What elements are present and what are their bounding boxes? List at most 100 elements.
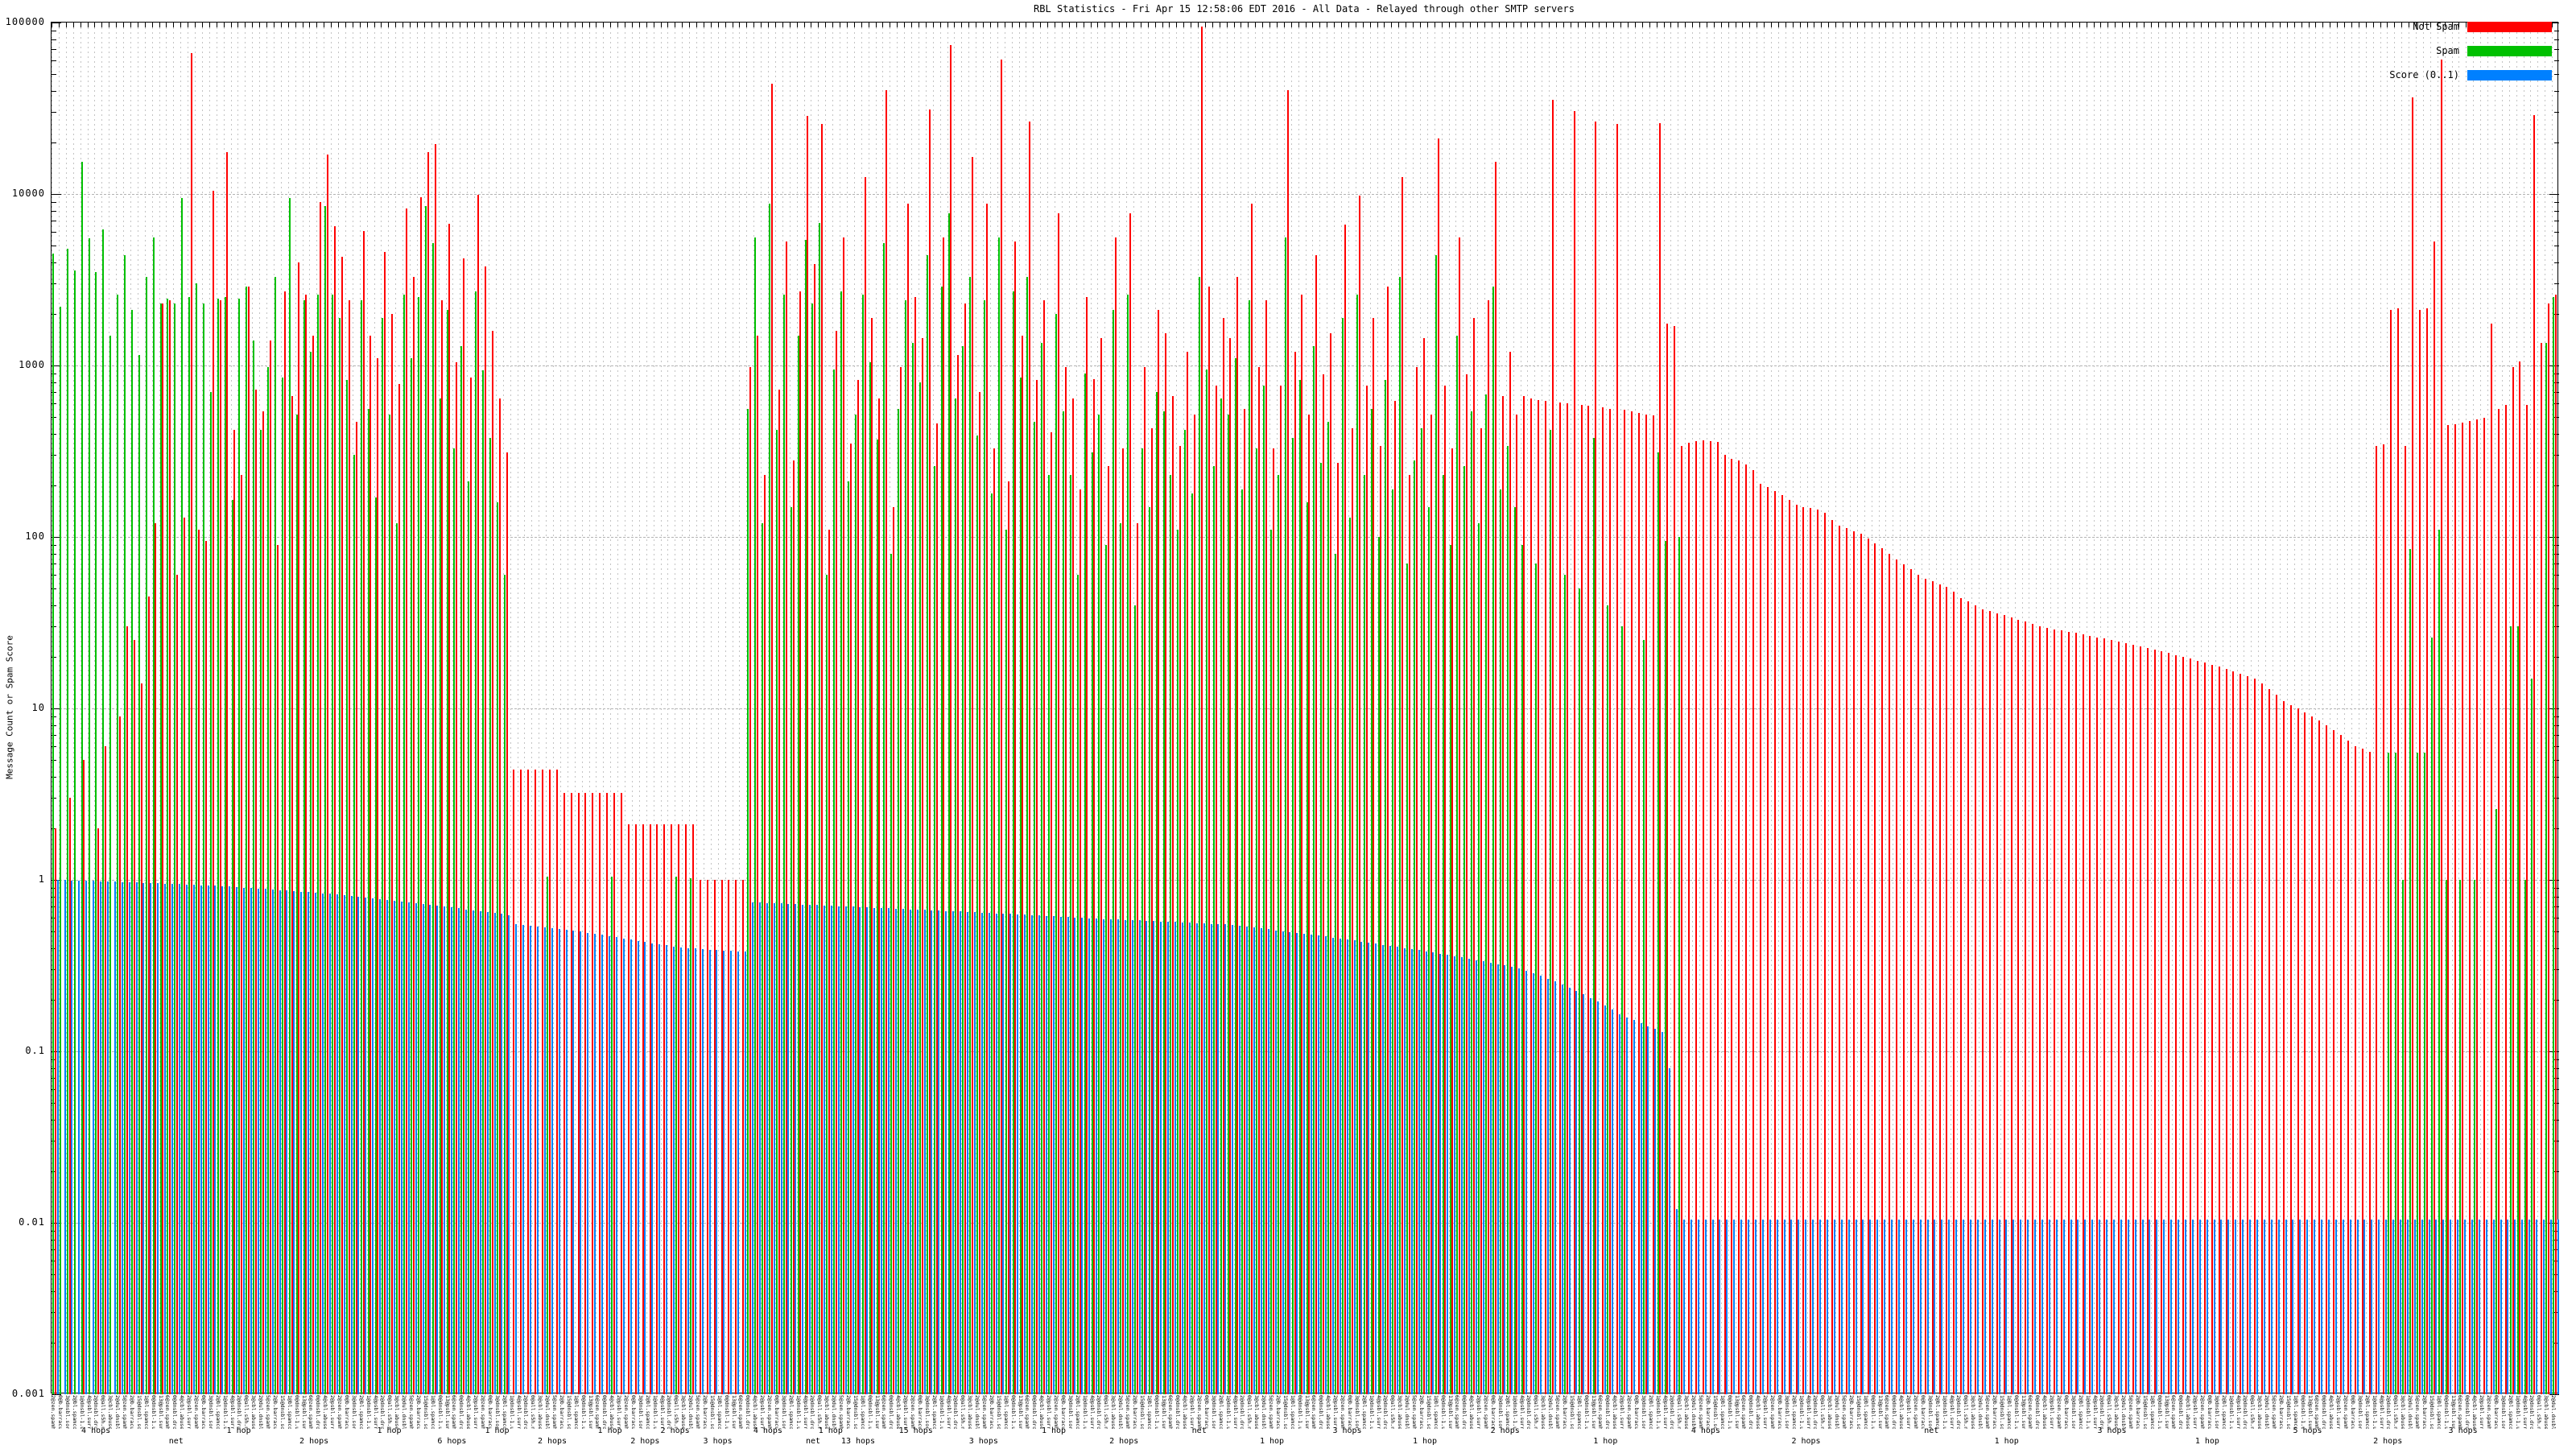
x-gridline — [825, 23, 827, 1393]
x-tick-label: 15@dnsbl.sorbs.net — [2285, 1395, 2292, 1429]
x-gridline — [1957, 23, 1959, 1393]
bar-score — [1669, 1067, 1671, 1394]
y-minor-tick — [2554, 588, 2559, 590]
x-gridline — [1484, 23, 1485, 1393]
x-gridline — [818, 23, 819, 1393]
x-tick-label: 0@dnsbl-1.uceprotect.net — [724, 1395, 730, 1429]
bar-not-spam — [133, 640, 135, 1394]
top-tick — [2251, 23, 2252, 27]
top-tick — [2394, 23, 2396, 27]
bar-not-spam — [886, 89, 888, 1394]
x-tick-label: 1@dnsbl-1.uceprotect.net — [509, 1395, 515, 1429]
x-gridline — [1591, 23, 1593, 1393]
bar-spam — [840, 291, 842, 1394]
bar-score — [2062, 1219, 2065, 1394]
bar-spam — [1414, 460, 1415, 1394]
y-minor-tick — [2554, 313, 2559, 315]
x-gridline — [1527, 23, 1529, 1393]
bar-score — [2242, 1219, 2244, 1394]
x-gridline — [1699, 23, 1700, 1393]
top-tick — [1147, 23, 1149, 27]
bar-spam — [332, 294, 334, 1394]
y-tick-label: 0.1 — [25, 1045, 45, 1056]
x-tick-label: 0@b.barracudacentral.org — [1777, 1395, 1783, 1429]
x-gridline — [1226, 23, 1228, 1393]
bar-score — [852, 906, 854, 1394]
bar-not-spam — [1301, 294, 1303, 1394]
x-gridline — [875, 23, 877, 1393]
bar-not-spam — [1551, 99, 1554, 1394]
bar-not-spam — [713, 880, 716, 1394]
bar-score — [150, 883, 152, 1394]
bar-spam — [869, 361, 871, 1394]
x-gridline — [416, 23, 418, 1393]
y-major-tick — [52, 1223, 61, 1224]
top-tick — [1126, 23, 1127, 27]
top-tick — [1040, 23, 1042, 27]
x-tick-label: 2@zen.spamhaus.org — [336, 1395, 343, 1429]
top-tick — [588, 23, 590, 27]
bar-not-spam — [691, 824, 694, 1394]
bar-not-spam — [1709, 441, 1711, 1394]
x-gridline — [1556, 23, 1557, 1393]
x-tick-label: 0@dnsbl-1.uceprotect.net — [1727, 1395, 1733, 1429]
bar-not-spam — [276, 544, 279, 1394]
x-tick-label: 2@dul.dnsbl.sorbs.net — [2120, 1395, 2128, 1429]
x-tick-label: 2@zen.spamhaus.org — [766, 1395, 773, 1429]
bar-spam — [1363, 475, 1365, 1394]
y-minor-tick — [2554, 74, 2559, 76]
bar-not-spam — [1695, 441, 1697, 1394]
bar-not-spam — [1609, 408, 1612, 1394]
top-tick — [1426, 23, 1428, 27]
x-tick-label: 0@all.s5h.net — [1533, 1395, 1540, 1429]
x-gridline — [1319, 23, 1321, 1393]
bar-score — [701, 948, 704, 1394]
bar-not-spam — [1272, 448, 1274, 1394]
bar-score — [1260, 928, 1262, 1394]
x-gridline — [1720, 23, 1722, 1393]
bar-score — [1919, 1219, 1922, 1394]
x-gridline — [359, 23, 361, 1393]
bar-not-spam — [320, 201, 322, 1394]
x-gridline — [94, 23, 96, 1393]
y-major-tick — [52, 194, 61, 195]
bar-not-spam — [1466, 374, 1468, 1394]
top-tick — [316, 23, 318, 27]
bar-score — [1733, 1219, 1736, 1394]
top-tick — [1685, 23, 1686, 27]
x-tick-label: 2@zen.spamhaus.org — [2486, 1395, 2492, 1429]
bar-score — [2055, 1219, 2058, 1394]
bar-score — [1232, 925, 1234, 1394]
x-tick-label: 2@dul.dnsbl.sorbs.net — [831, 1395, 838, 1429]
x-tick-label: 0@dnsbl-1.uceprotect.net — [580, 1395, 587, 1429]
x-gridline — [1090, 23, 1092, 1393]
bar-score — [429, 905, 431, 1394]
x-tick-label: 3@cbl.abuseat.org — [250, 1395, 258, 1429]
top-tick — [223, 23, 225, 27]
x-tick-label: 4@cbl.abuseat.org — [1038, 1395, 1046, 1429]
bar-spam — [1642, 640, 1645, 1394]
bar-spam — [1284, 237, 1286, 1394]
x-gridline — [546, 23, 547, 1393]
bar-not-spam — [2053, 629, 2055, 1394]
bar-spam — [962, 345, 964, 1394]
bar-spam — [1227, 414, 1229, 1394]
bar-not-spam — [2190, 658, 2191, 1394]
bar-score — [1704, 1219, 1707, 1394]
x-tick-label: 0@dnsbl-1.uceprotect.net — [1440, 1395, 1447, 1429]
x-gridline — [287, 23, 289, 1393]
bar-not-spam — [369, 335, 372, 1394]
x-gridline — [832, 23, 834, 1393]
x-gridline — [1505, 23, 1507, 1393]
top-tick — [2143, 23, 2145, 27]
bar-score — [1009, 914, 1012, 1394]
x-gridline — [1276, 23, 1278, 1393]
x-sublabel: net — [1924, 1426, 1939, 1435]
bar-not-spam — [2497, 408, 2500, 1394]
top-tick — [1233, 23, 1235, 27]
bar-not-spam — [2225, 668, 2227, 1394]
y-minor-tick — [2554, 455, 2559, 456]
x-gridline — [481, 23, 482, 1393]
bar-not-spam — [1860, 533, 1862, 1394]
x-sublabel: 3 hops — [2097, 1426, 2127, 1435]
